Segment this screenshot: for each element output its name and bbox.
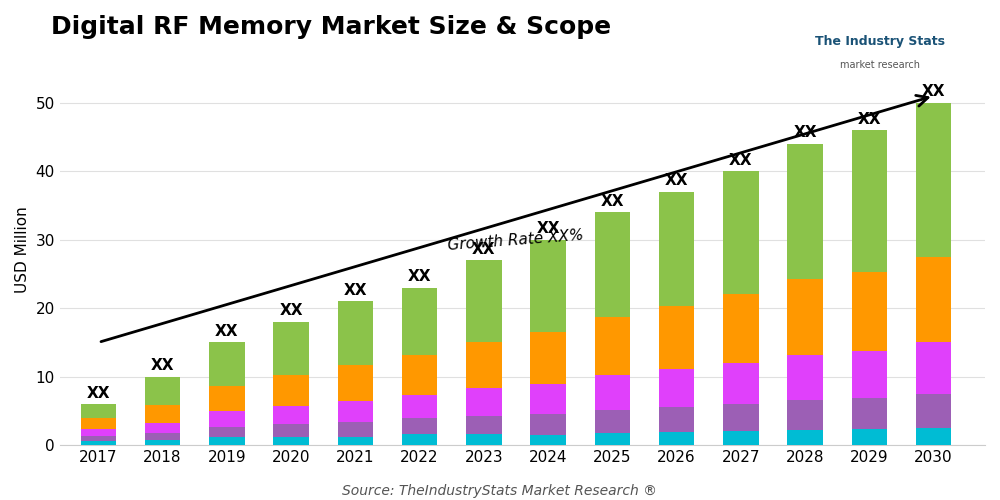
Text: XX: XX [344, 283, 367, 298]
Bar [723, 432, 759, 445]
Bar [530, 435, 566, 445]
Bar [466, 260, 502, 342]
Bar [723, 294, 759, 363]
Text: XX: XX [536, 222, 560, 236]
Bar [209, 386, 245, 411]
Bar [338, 400, 373, 422]
Bar [81, 418, 116, 428]
Bar [338, 436, 373, 445]
Bar [787, 280, 823, 355]
Bar [852, 350, 887, 398]
Text: Source: TheIndustryStats Market Research ®: Source: TheIndustryStats Market Research… [342, 484, 658, 498]
Bar [81, 436, 116, 441]
Bar [595, 410, 630, 434]
Bar [787, 144, 823, 280]
Bar [273, 424, 309, 436]
Bar [787, 400, 823, 430]
Bar [273, 322, 309, 375]
Bar [852, 130, 887, 272]
Text: XX: XX [87, 386, 110, 400]
Bar [916, 103, 951, 257]
Bar [402, 418, 437, 434]
Text: XX: XX [922, 84, 945, 100]
Bar [466, 388, 502, 415]
Bar [145, 406, 180, 422]
Bar [659, 369, 694, 407]
Bar [338, 364, 373, 400]
Text: market research: market research [840, 60, 920, 70]
Text: XX: XX [665, 174, 688, 188]
Bar [916, 342, 951, 394]
Bar [145, 422, 180, 433]
Bar [209, 342, 245, 386]
Y-axis label: USD Million: USD Million [15, 206, 30, 294]
Bar [145, 433, 180, 440]
Bar [402, 288, 437, 356]
Text: The Industry Stats: The Industry Stats [815, 35, 945, 48]
Bar [916, 257, 951, 342]
Bar [787, 430, 823, 445]
Bar [81, 428, 116, 436]
Text: Growth Rate XX%: Growth Rate XX% [447, 228, 584, 254]
Bar [273, 406, 309, 424]
Bar [145, 376, 180, 406]
Bar [402, 394, 437, 418]
Bar [916, 428, 951, 445]
Bar [466, 342, 502, 388]
Bar [723, 171, 759, 294]
Bar [145, 440, 180, 445]
Bar [723, 404, 759, 431]
Bar [338, 302, 373, 364]
Bar [466, 434, 502, 445]
Bar [209, 426, 245, 437]
Bar [273, 436, 309, 445]
Bar [81, 404, 116, 418]
Bar [530, 332, 566, 384]
Bar [402, 356, 437, 395]
Bar [530, 240, 566, 332]
Bar [530, 414, 566, 435]
Text: XX: XX [858, 112, 881, 126]
Bar [595, 376, 630, 410]
Bar [659, 432, 694, 445]
Bar [659, 407, 694, 432]
Bar [659, 192, 694, 306]
Text: XX: XX [601, 194, 624, 209]
Bar [338, 422, 373, 436]
Bar [852, 272, 887, 350]
Bar [659, 306, 694, 369]
Bar [402, 434, 437, 445]
Text: XX: XX [472, 242, 496, 257]
Text: XX: XX [793, 126, 817, 140]
Text: XX: XX [151, 358, 174, 373]
Bar [81, 441, 116, 445]
Bar [852, 398, 887, 430]
Bar [209, 437, 245, 445]
Bar [595, 212, 630, 317]
Text: Digital RF Memory Market Size & Scope: Digital RF Memory Market Size & Scope [51, 15, 611, 39]
Bar [273, 375, 309, 406]
Text: XX: XX [408, 269, 431, 284]
Bar [209, 411, 245, 426]
Bar [466, 416, 502, 434]
Bar [595, 434, 630, 445]
Bar [530, 384, 566, 414]
Bar [787, 355, 823, 400]
Text: XX: XX [279, 304, 303, 318]
Bar [916, 394, 951, 428]
Text: XX: XX [215, 324, 239, 339]
Bar [595, 317, 630, 376]
Bar [723, 363, 759, 404]
Text: XX: XX [729, 153, 753, 168]
Bar [852, 430, 887, 445]
